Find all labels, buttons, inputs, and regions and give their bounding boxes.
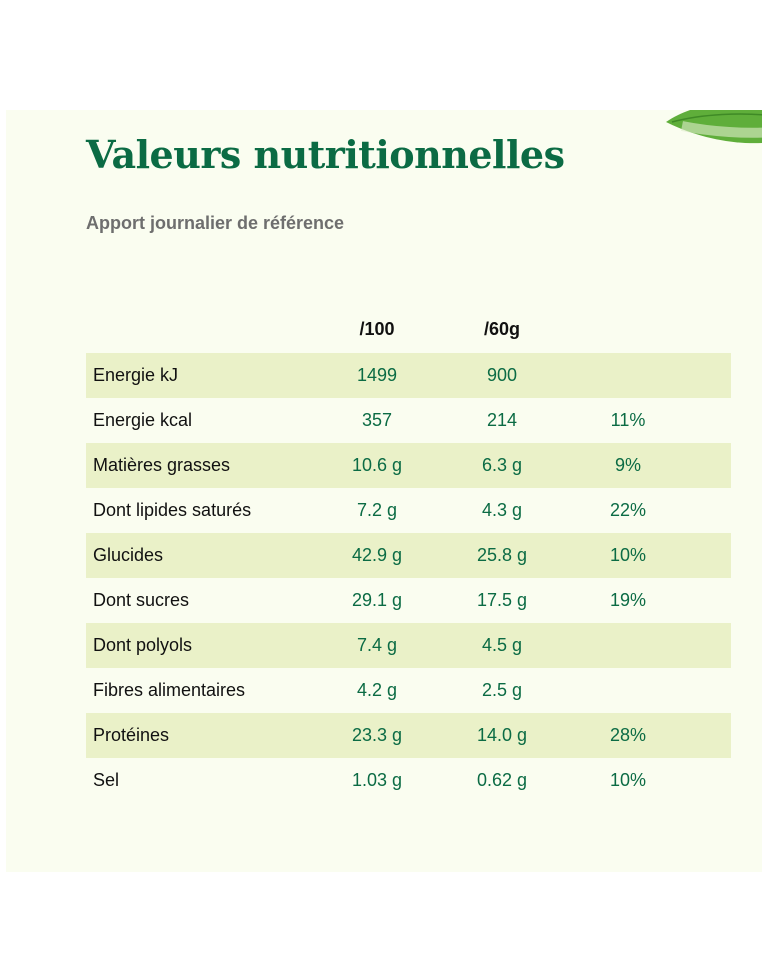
header-per60: /60g	[483, 318, 521, 339]
table-row: Dont polyols 7.4 g 4.5 g	[86, 623, 731, 668]
nutrition-panel: Valeurs nutritionnelles Apport journalie…	[6, 110, 762, 872]
value-per100: 29.1 g	[351, 590, 403, 610]
value-per100: 10.6 g	[351, 455, 403, 475]
value-pct: 28%	[609, 725, 647, 745]
page-subtitle: Apport journalier de référence	[86, 213, 345, 233]
value-per60: 25.8 g	[476, 545, 528, 565]
nutrition-table: /100 /60g Energie kJ 1499 900 Energie kc…	[86, 305, 731, 803]
table-row: Dont lipides saturés 7.2 g 4.3 g 22%	[86, 488, 731, 533]
value-per100: 42.9 g	[351, 545, 403, 565]
nutrient-name: Dont polyols	[93, 635, 193, 655]
leaf-icon	[666, 110, 762, 144]
value-per60: 214	[486, 410, 518, 430]
value-per100: 1499	[356, 365, 398, 385]
table-row: Protéines 23.3 g 14.0 g 28%	[86, 713, 731, 758]
table-header-row: /100 /60g	[86, 305, 731, 353]
nutrient-name: Sel	[93, 770, 120, 790]
nutrient-name: Matières grasses	[93, 455, 231, 475]
table-row: Energie kcal 357 214 11%	[86, 398, 731, 443]
value-per60: 6.3 g	[481, 455, 523, 475]
value-per60: 17.5 g	[476, 590, 528, 610]
table-row: Matières grasses 10.6 g 6.3 g 9%	[86, 443, 731, 488]
value-per60: 2.5 g	[481, 680, 523, 700]
value-per100: 4.2 g	[356, 680, 398, 700]
nutrient-name: Dont sucres	[93, 590, 190, 610]
table-row: Sel 1.03 g 0.62 g 10%	[86, 758, 731, 803]
value-per100: 357	[361, 410, 393, 430]
value-pct: 9%	[614, 455, 641, 475]
value-pct: 10%	[609, 545, 647, 565]
value-pct: 19%	[609, 590, 647, 610]
value-per100: 7.2 g	[356, 500, 398, 520]
table-row: Fibres alimentaires 4.2 g 2.5 g	[86, 668, 731, 713]
table-row: Energie kJ 1499 900	[86, 353, 731, 398]
nutrient-name: Fibres alimentaires	[93, 680, 246, 700]
value-per100: 7.4 g	[356, 635, 398, 655]
nutrient-name: Dont lipides saturés	[93, 500, 252, 520]
header-per100: /100	[359, 318, 395, 339]
table-row: Glucides 42.9 g 25.8 g 10%	[86, 533, 731, 578]
value-pct: 11%	[610, 410, 646, 430]
value-per100: 1.03 g	[351, 770, 403, 790]
value-pct: 22%	[609, 500, 647, 520]
value-per60: 14.0 g	[476, 725, 528, 745]
value-per60: 4.3 g	[481, 500, 523, 520]
nutrient-name: Energie kcal	[93, 410, 193, 430]
value-per60: 900	[486, 365, 518, 385]
value-pct: 10%	[609, 770, 647, 790]
page-title: Valeurs nutritionnelles	[86, 132, 565, 177]
value-per60: 4.5 g	[481, 635, 523, 655]
value-per60: 0.62 g	[476, 770, 528, 790]
nutrient-name: Protéines	[93, 725, 170, 745]
nutrient-name: Energie kJ	[93, 365, 179, 385]
nutrient-name: Glucides	[93, 545, 164, 565]
table-row: Dont sucres 29.1 g 17.5 g 19%	[86, 578, 731, 623]
value-per100: 23.3 g	[351, 725, 403, 745]
